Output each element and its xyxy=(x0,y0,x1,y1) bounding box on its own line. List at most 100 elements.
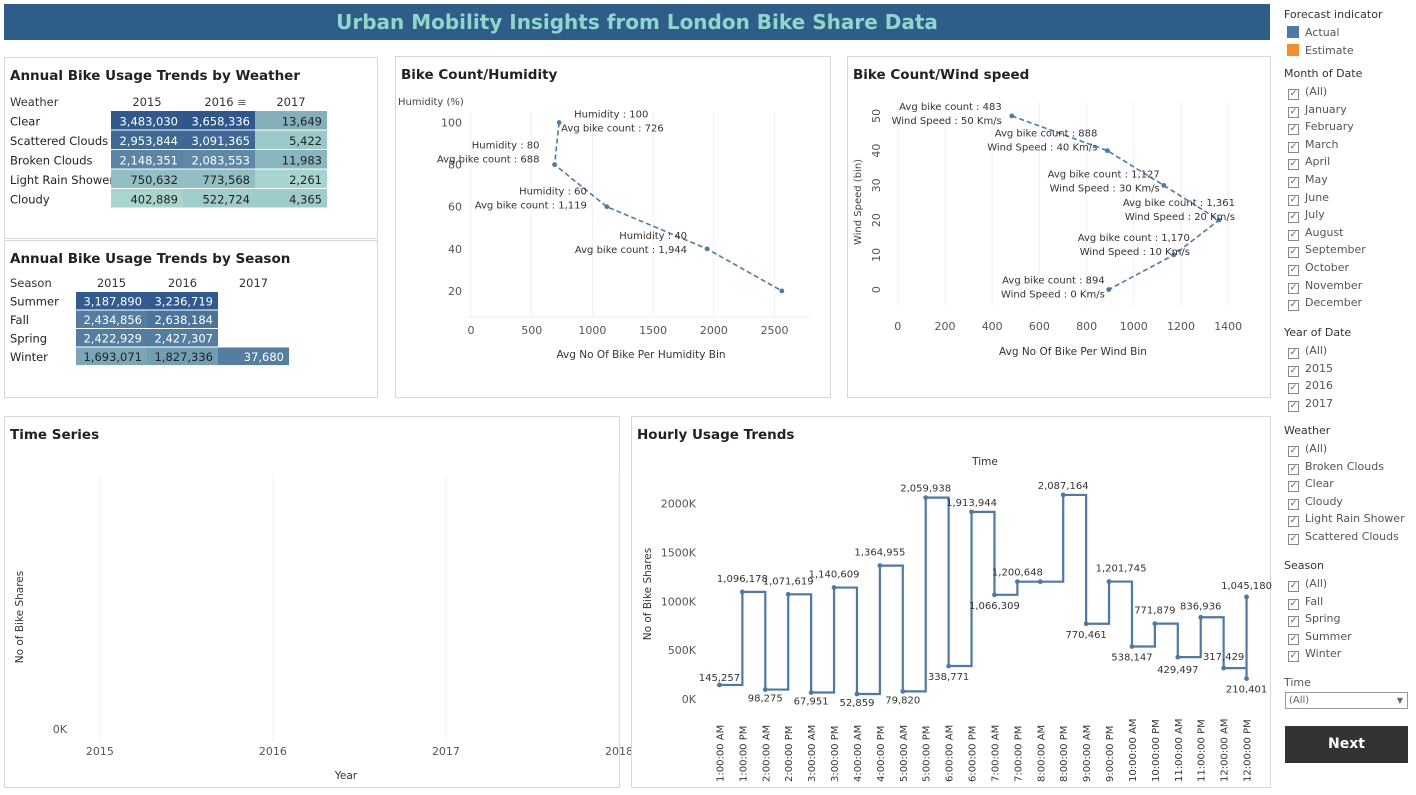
dashboard-title: Urban Mobility Insights from London Bike… xyxy=(4,4,1270,40)
point-label-humidity: Humidity : 60 xyxy=(519,187,587,198)
table-cell-value: 3,483,030 xyxy=(119,115,178,129)
checkbox-checked-icon[interactable]: ✓ xyxy=(1288,89,1299,100)
wind-chart: Wind Speed (bin) 0 10 20 30 40 50 0 200 400 600 800… xyxy=(853,102,1242,358)
year-filter-option[interactable]: ✓ 2015 xyxy=(1284,360,1351,378)
month-filter-option[interactable]: ✓ March xyxy=(1284,136,1366,154)
month-filter-option[interactable]: ✓ May xyxy=(1284,171,1366,189)
checkbox-checked-icon[interactable]: ✓ xyxy=(1288,229,1299,241)
checkbox-checked-icon[interactable]: ✓ xyxy=(1288,247,1299,259)
season-filter-option[interactable]: ✓ Winter xyxy=(1284,645,1352,663)
table-cell-bg xyxy=(183,130,255,149)
month-filter-option[interactable]: ✓ February xyxy=(1284,118,1366,136)
y-tick-label: 20 xyxy=(870,213,883,227)
checkbox-checked-icon[interactable]: ✓ xyxy=(1288,383,1299,395)
data-point xyxy=(785,591,791,597)
time-dropdown[interactable]: (All) ▼ xyxy=(1285,692,1408,709)
checkbox-checked-icon[interactable]: ✓ xyxy=(1288,598,1299,610)
point-label-count: Avg bike count : 1,944 xyxy=(575,245,687,256)
x-tick-label: 8:00:00 PM xyxy=(1059,726,1070,782)
hourly-step-line xyxy=(719,493,1248,696)
x-tick-label: 12:00:00 PM xyxy=(1243,719,1254,782)
month-filter-option[interactable]: ✓ (All) xyxy=(1284,83,1366,101)
checkbox-checked-icon[interactable]: ✓ xyxy=(1288,176,1299,188)
checkbox-checked-icon[interactable]: ✓ xyxy=(1288,365,1299,377)
humidity-chart-title: Bike Count/Humidity xyxy=(401,67,558,83)
year-filter-option[interactable]: ✓ 2016 xyxy=(1284,377,1351,395)
weather-filter-option[interactable]: ✓ Light Rain Shower xyxy=(1284,510,1405,528)
checkbox-checked-icon[interactable]: ✓ xyxy=(1288,159,1299,171)
data-point xyxy=(1171,252,1177,258)
table-row-label: Fall xyxy=(10,313,29,327)
checkbox-checked-icon[interactable]: ✓ xyxy=(1288,124,1299,136)
season-filter-option[interactable]: ✓ Fall xyxy=(1284,593,1352,611)
season-filter-option[interactable]: ✓ (All) xyxy=(1284,575,1352,593)
month-option-label: July xyxy=(1305,208,1325,222)
month-filter-option[interactable]: ✓ August xyxy=(1284,224,1366,242)
y-tick-label: 60 xyxy=(448,201,462,214)
checkbox-checked-icon[interactable]: ✓ xyxy=(1288,516,1299,528)
table-row-label: Winter xyxy=(10,350,48,364)
forecast-legend-item[interactable]: Estimate xyxy=(1284,42,1382,60)
point-label-wind: Wind Speed : 40 Km/s xyxy=(987,143,1097,154)
y-tick-label: 40 xyxy=(448,243,462,256)
month-option-label: March xyxy=(1305,137,1339,151)
table-cell-value: 1,827,336 xyxy=(154,350,213,364)
checkbox-checked-icon[interactable]: ✓ xyxy=(1288,106,1299,118)
data-point xyxy=(1009,113,1015,119)
next-button[interactable]: Next xyxy=(1285,726,1408,763)
weather-option-label: Broken Clouds xyxy=(1305,459,1384,473)
data-point xyxy=(1198,614,1204,620)
wind-line xyxy=(1011,115,1221,291)
month-filter-option[interactable]: ✓ September xyxy=(1284,241,1366,259)
month-filter-option[interactable]: ✓ June xyxy=(1284,189,1366,207)
checkbox-checked-icon[interactable]: ✓ xyxy=(1288,633,1299,645)
weather-filter-option[interactable]: ✓ (All) xyxy=(1284,440,1405,458)
year-filter-option[interactable]: ✓ 2017 xyxy=(1284,395,1351,413)
month-filter-option[interactable]: ✓ January xyxy=(1284,101,1366,119)
checkbox-checked-icon[interactable]: ✓ xyxy=(1288,264,1299,276)
chevron-down-icon: ▼ xyxy=(1396,696,1403,705)
weather-filter-option[interactable]: ✓ Clear xyxy=(1284,475,1405,493)
point-label-humidity: Humidity : 100 xyxy=(574,110,648,121)
month-filter-option[interactable]: ✓ April xyxy=(1284,153,1366,171)
checkbox-checked-icon[interactable]: ✓ xyxy=(1288,463,1299,475)
checkbox-checked-icon[interactable]: ✓ xyxy=(1288,481,1299,493)
weather-filter-option[interactable]: ✓ Cloudy xyxy=(1284,493,1405,511)
month-filter-option[interactable]: ✓ October xyxy=(1284,259,1366,277)
checkbox-checked-icon[interactable]: ✓ xyxy=(1288,348,1299,359)
checkbox-checked-icon[interactable]: ✓ xyxy=(1288,446,1299,457)
table-row-label: Broken Clouds xyxy=(10,154,93,168)
hourly-panel: Hourly Usage Trends Time No of Bike Share… xyxy=(631,416,1272,788)
x-tick-label: 2018 xyxy=(605,745,633,758)
table-cell-value: 3,236,719 xyxy=(154,295,213,309)
month-filter-option[interactable]: ✓ November xyxy=(1284,277,1366,295)
time-filter-title: Time xyxy=(1284,676,1311,689)
y-tick-label: 50 xyxy=(870,109,883,123)
weather-table-title: Annual Bike Usage Trends by Weather xyxy=(10,68,300,84)
month-filter-option[interactable]: ✓ July xyxy=(1284,206,1366,224)
checkbox-checked-icon[interactable]: ✓ xyxy=(1288,400,1299,412)
checkbox-checked-icon[interactable]: ✓ xyxy=(1288,651,1299,663)
checkbox-checked-icon[interactable]: ✓ xyxy=(1288,498,1299,510)
checkbox-checked-icon[interactable]: ✓ xyxy=(1288,300,1299,312)
table-cell-value: 750,632 xyxy=(130,173,178,187)
checkbox-checked-icon[interactable]: ✓ xyxy=(1288,282,1299,294)
month-filter-option[interactable]: ✓ December xyxy=(1284,294,1366,312)
year-filter-option[interactable]: ✓ (All) xyxy=(1284,342,1351,360)
checkbox-checked-icon[interactable]: ✓ xyxy=(1288,212,1299,224)
y-tick-label: 40 xyxy=(870,144,883,158)
data-label: 1,140,609 xyxy=(809,570,860,581)
weather-filter-option[interactable]: ✓ Broken Clouds xyxy=(1284,458,1405,476)
checkbox-checked-icon[interactable]: ✓ xyxy=(1288,533,1299,545)
checkbox-checked-icon[interactable]: ✓ xyxy=(1288,141,1299,153)
checkbox-checked-icon[interactable]: ✓ xyxy=(1288,194,1299,206)
data-label: 145,257 xyxy=(699,673,740,684)
checkbox-checked-icon[interactable]: ✓ xyxy=(1288,581,1299,592)
data-point xyxy=(1244,676,1249,681)
checkbox-checked-icon[interactable]: ✓ xyxy=(1288,616,1299,628)
season-filter-option[interactable]: ✓ Spring xyxy=(1284,610,1352,628)
table-row-label: Scattered Clouds xyxy=(10,134,108,148)
forecast-legend-item[interactable]: Actual xyxy=(1284,24,1382,42)
season-filter-option[interactable]: ✓ Summer xyxy=(1284,628,1352,646)
weather-filter-option[interactable]: ✓ Scattered Clouds xyxy=(1284,528,1405,546)
